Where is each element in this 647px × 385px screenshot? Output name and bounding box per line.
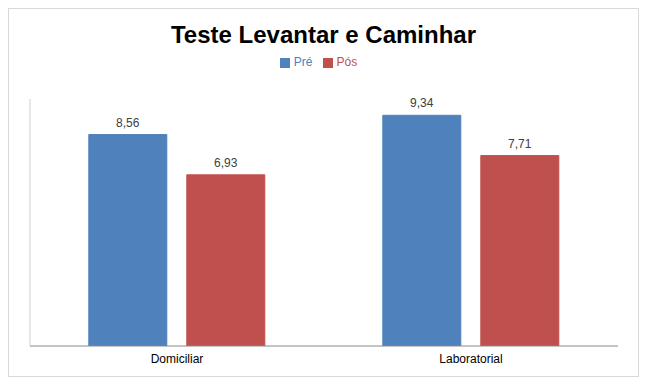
svg-text:9,34: 9,34 [410, 96, 434, 110]
svg-text:Laboratorial: Laboratorial [439, 352, 502, 366]
svg-text:Domiciliar: Domiciliar [151, 352, 204, 366]
html-text:Pós: Pós [336, 55, 358, 69]
svg-text:7,71: 7,71 [508, 137, 532, 151]
svg-text:6,93: 6,93 [214, 156, 238, 170]
html-text:Teste Levantar e Caminhar: Teste Levantar e Caminhar [171, 21, 476, 48]
html-text:Pré: Pré [293, 55, 313, 69]
svg-text:8,56: 8,56 [116, 116, 140, 130]
